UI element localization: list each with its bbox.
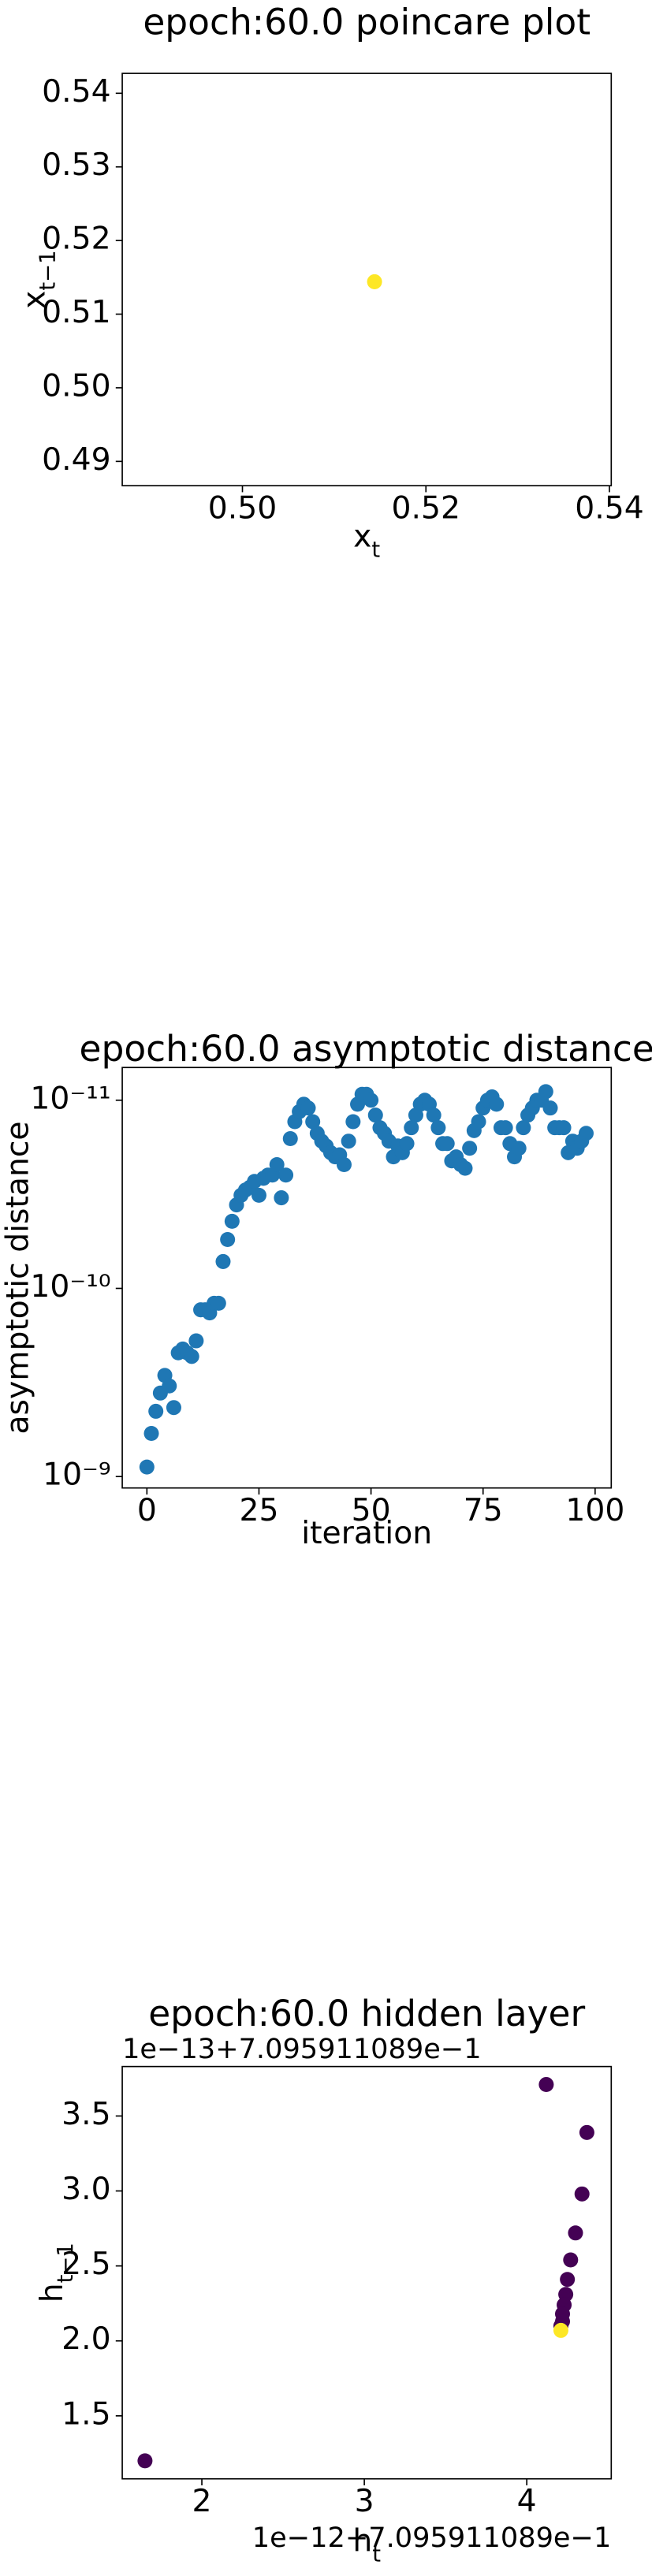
x-axis-label: ht	[352, 2523, 381, 2567]
point	[574, 2186, 590, 2202]
point	[274, 1190, 289, 1206]
y-tick-label: 2.0	[61, 2321, 110, 2357]
x-tick-label: 0.50	[208, 491, 277, 527]
x-axis-label-base: h	[352, 2523, 372, 2559]
y-axis-label-sub: t−1	[35, 250, 60, 290]
y-tick-label: 0.52	[42, 221, 110, 257]
x-axis-label: xt	[353, 519, 380, 562]
point	[341, 1134, 356, 1149]
point	[336, 1157, 352, 1173]
x-axis-label: iteration	[301, 1516, 432, 1551]
x-tick-label: 0.54	[575, 491, 643, 527]
point	[162, 1378, 177, 1394]
point	[278, 1167, 294, 1183]
point	[579, 2124, 594, 2140]
y-tick-label: 10⁻¹⁰	[30, 1269, 110, 1305]
y-tick-label: 0.53	[42, 147, 110, 183]
point	[188, 1333, 204, 1349]
plot-frame	[121, 1067, 613, 1489]
x-offset-text: 1e−12+7.095911089e−1	[252, 2522, 612, 2554]
x-axis-label-sub: t	[372, 2541, 381, 2567]
point	[282, 1130, 298, 1147]
y-tick-label: 2.5	[61, 2247, 110, 2282]
x-tick-label: 75	[464, 1493, 503, 1528]
plot-frame	[121, 73, 613, 486]
point	[497, 1120, 513, 1136]
point	[457, 1160, 473, 1176]
y-tick-label: 1.5	[61, 2396, 110, 2432]
point	[166, 1400, 181, 1416]
x-axis-label-base: x	[353, 519, 371, 554]
point	[426, 1107, 441, 1123]
y-tick-label: 0.54	[42, 74, 110, 110]
point	[538, 1084, 553, 1100]
point	[578, 1126, 594, 1141]
y-tick-label: 0.50	[42, 368, 110, 404]
x-tick-label: 4	[517, 2484, 537, 2519]
chart-title: epoch:60.0 hidden layer	[148, 1993, 585, 2034]
point	[439, 1136, 455, 1152]
point	[511, 1141, 527, 1156]
point	[489, 1096, 505, 1112]
x-tick-label: 0	[137, 1493, 157, 1528]
point	[542, 1100, 558, 1116]
point	[224, 1213, 240, 1229]
point	[471, 1114, 486, 1130]
point	[399, 1136, 415, 1152]
point	[363, 1093, 379, 1108]
y-axis-label-sub: t−1	[53, 2243, 78, 2283]
chart-title: epoch:60.0 asymptotic distance	[80, 1028, 652, 1070]
y-axis-label-base: h	[35, 2283, 70, 2302]
point	[345, 1114, 361, 1130]
y-axis-label-base: x	[17, 291, 52, 309]
y-tick-label: 10⁻¹¹	[30, 1081, 110, 1116]
point	[269, 1157, 285, 1173]
point	[139, 1459, 155, 1475]
point	[568, 2225, 583, 2241]
y-axis-label: xt−1	[17, 250, 60, 309]
y-tick-label: 3.5	[61, 2097, 110, 2132]
point	[305, 1114, 321, 1130]
x-tick-label: 0.52	[392, 491, 460, 527]
y-axis-label: asymptotic distance	[0, 1121, 35, 1434]
point	[367, 274, 382, 289]
y-tick-label: 0.51	[42, 295, 110, 330]
point	[148, 1403, 164, 1419]
y-tick-label: 0.49	[42, 442, 110, 478]
x-tick-label: 100	[565, 1493, 624, 1528]
point	[300, 1100, 316, 1116]
y-tick-label: 3.0	[61, 2172, 110, 2207]
point	[367, 1107, 383, 1123]
point	[556, 1120, 572, 1136]
x-tick-label: 50	[352, 1493, 391, 1528]
x-tick-label: 3	[355, 2484, 374, 2519]
point	[563, 2252, 579, 2268]
point	[143, 1425, 159, 1442]
x-tick-label: 2	[192, 2484, 212, 2519]
plot-frame	[121, 2065, 613, 2480]
point	[404, 1120, 419, 1136]
point	[538, 2076, 554, 2092]
point	[462, 1141, 478, 1156]
point	[516, 1120, 531, 1136]
x-axis-label-sub: t	[371, 537, 380, 562]
point	[560, 2272, 576, 2288]
y-axis-label: ht−1	[35, 2243, 78, 2302]
point	[137, 2453, 153, 2469]
point	[220, 1232, 236, 1248]
point	[184, 1349, 199, 1364]
point	[430, 1120, 446, 1136]
y-tick-label: 10⁻⁹	[43, 1457, 110, 1493]
point	[211, 1295, 226, 1311]
point	[215, 1253, 231, 1269]
y-offset-text: 1e−13+7.095911089e−1	[122, 2033, 482, 2065]
point	[553, 2322, 568, 2338]
x-tick-label: 25	[239, 1493, 278, 1528]
chart-title: epoch:60.0 poincare plot	[143, 2, 591, 43]
point	[251, 1187, 266, 1203]
